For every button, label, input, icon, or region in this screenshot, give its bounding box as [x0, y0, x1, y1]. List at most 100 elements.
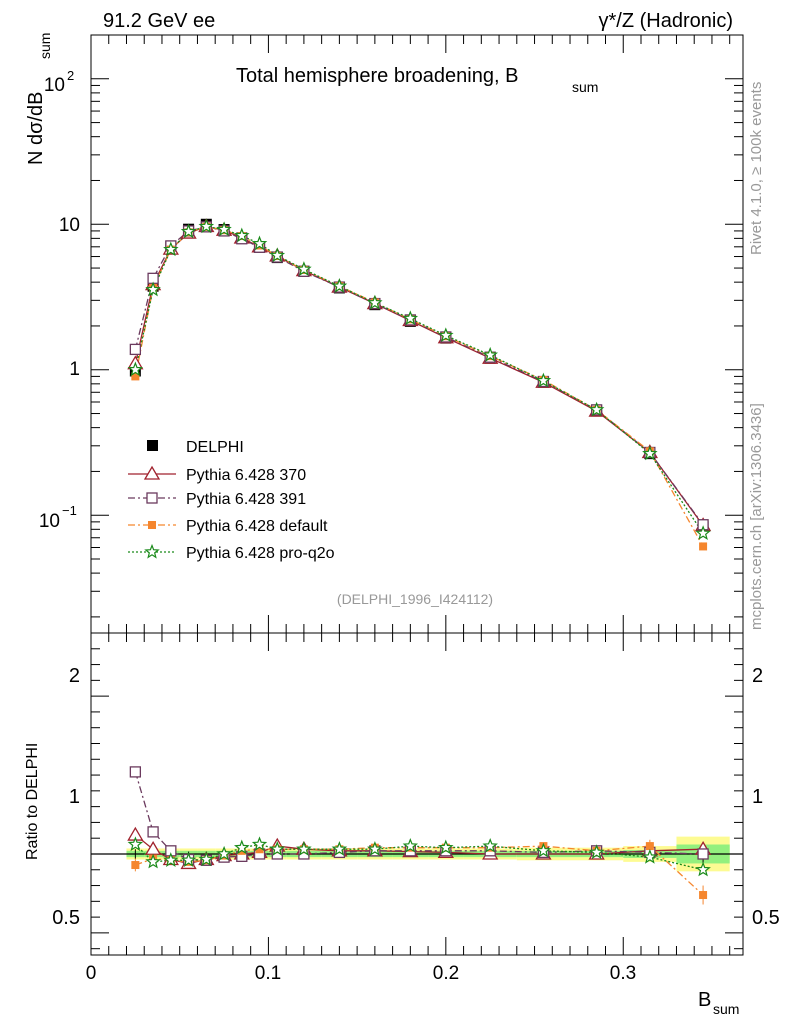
ratio-point-s3-2	[163, 852, 179, 867]
xtick-label-0p1: 0.1	[255, 963, 281, 984]
ytick-label-0p1: 10	[39, 511, 60, 532]
main-point-s4-3	[180, 223, 197, 239]
ratio-point-s3-17	[642, 848, 658, 864]
ratio-series-markers	[127, 766, 712, 900]
ratio-point-s3-13	[437, 839, 454, 855]
ratio-ytick-0p5-right: 0.5	[752, 907, 780, 929]
ratio-point-s2-17	[645, 842, 654, 851]
main-point-s2-0	[129, 343, 142, 356]
main-panel: 1 10 10 2 10 −1 N dσ/dB sum Total hemisp…	[25, 33, 744, 634]
main-point-s4-1	[145, 281, 161, 297]
main-point-s4-2	[163, 241, 179, 257]
ratio-point-s3-1	[145, 853, 161, 869]
chart-title-sub: sum	[572, 79, 598, 95]
main-point-s4-17	[642, 445, 658, 461]
ratio-point-s3-6	[234, 839, 250, 855]
legend-marker-proq2o	[144, 543, 160, 559]
main-ylabel-text: N dσ/dB	[25, 92, 47, 166]
ratio-point-s3-0	[127, 836, 144, 852]
ratio-point-s3-12	[402, 837, 419, 853]
mcplots-label: mcplots.cern.ch [arXiv:1306.3436]	[748, 403, 765, 630]
ratio-point-s2-18	[699, 891, 708, 900]
main-ylabel: N dσ/dB sum	[25, 33, 53, 165]
main-point-s4-4	[198, 218, 215, 234]
analysis-watermark: (DELPHI_1996_I424112)	[337, 591, 493, 607]
main-point-s3-0	[131, 372, 140, 381]
main-point-s4-6	[234, 227, 250, 243]
ratio-point-s1-0	[129, 766, 142, 778]
ratio-point-s3-5	[216, 845, 232, 861]
ratio-ytick-0p5-left: 0.5	[52, 907, 80, 929]
ratio-frame	[90, 632, 744, 956]
legend-marker-delphi	[147, 440, 158, 451]
legend-entry-370: Pythia 6.428 370	[128, 465, 306, 484]
xtick-label-0: 0	[86, 963, 97, 984]
legend-marker-default	[148, 521, 156, 529]
legend: DELPHI Pythia 6.428 370 Pythia 6.428 391…	[128, 439, 335, 562]
rivet-version-label: Rivet 4.1.0, ≥ 100k events	[748, 82, 765, 255]
main-series-markers	[127, 218, 712, 551]
ratio-point-s3-7	[251, 836, 268, 852]
main-point-s4-13	[437, 327, 454, 343]
ratio-point-s2-7	[255, 845, 264, 854]
main-point-s4-8	[269, 247, 286, 263]
ratio-line-series-1	[134, 771, 704, 861]
ytick-label-10: 10	[59, 215, 80, 236]
ratio-point-s3-16	[588, 844, 605, 860]
chart-title: Total hemisphere broadening, B	[236, 65, 518, 87]
main-point-s4-14	[482, 346, 499, 362]
ratio-panel: 2 1 0.5 2 1 0.5 Ratio to DELPHI 0 0.1 0.…	[24, 632, 780, 1017]
legend-entry-delphi: DELPHI	[147, 439, 244, 456]
main-point-s4-9	[296, 261, 312, 276]
legend-entry-391: Pythia 6.428 391	[128, 491, 306, 508]
main-ylabel-sub: sum	[37, 33, 53, 59]
main-point-s4-18	[695, 525, 711, 540]
main-point-s4-10	[331, 278, 348, 293]
main-axis-ticks	[90, 34, 743, 633]
ratio-point-s3-10	[331, 841, 348, 856]
ratio-point-s3-14	[482, 837, 498, 853]
xlabel: B	[698, 989, 711, 1011]
main-point-s4-12	[402, 310, 419, 326]
ratio-point-s1-1	[147, 826, 159, 838]
ytick-label-100-exp: 2	[67, 68, 74, 83]
legend-marker-370	[143, 465, 161, 480]
ratio-point-s3-4	[198, 851, 215, 867]
ratio-point-s3-18	[695, 861, 711, 877]
legend-marker-391	[146, 492, 158, 504]
legend-entry-proq2o: Pythia 6.428 pro-q2o	[128, 543, 335, 562]
ytick-label-100: 10	[44, 75, 65, 96]
ratio-series-lines	[134, 771, 704, 905]
main-point-s4-16	[588, 401, 605, 417]
ratio-point-s2-0	[131, 861, 140, 870]
ratio-ylabel: Ratio to DELPHI	[24, 743, 41, 860]
main-point-s4-15	[535, 372, 552, 388]
legend-label-default: Pythia 6.428 default	[186, 518, 328, 535]
legend-label-proq2o: Pythia 6.428 pro-q2o	[186, 545, 335, 562]
main-point-s4-5	[216, 221, 232, 237]
ratio-point-s3-15	[535, 842, 552, 858]
main-point-s4-11	[367, 294, 383, 310]
legend-label-370: Pythia 6.428 370	[186, 467, 306, 484]
main-point-s4-0	[127, 361, 144, 377]
process-label: γ*/Z (Hadronic)	[599, 10, 733, 32]
ratio-ytick-2-left: 2	[69, 665, 80, 687]
main-frame	[90, 34, 744, 634]
main-line-series-4	[134, 225, 704, 534]
legend-label-391: Pythia 6.428 391	[186, 491, 306, 508]
ytick-label-0p1-exp: −1	[62, 503, 77, 518]
ratio-axis-ticks	[90, 633, 743, 955]
ytick-label-1: 1	[69, 359, 80, 380]
ratio-point-s3-9	[296, 840, 312, 856]
ratio-point-s3-8	[269, 841, 286, 856]
legend-label-delphi: DELPHI	[186, 439, 244, 456]
ratio-point-s3-11	[367, 841, 383, 856]
xtick-label-0p2: 0.2	[433, 963, 459, 984]
ratio-ytick-2-right: 2	[752, 665, 763, 687]
ratio-ytick-1-left: 1	[69, 786, 80, 808]
ratio-ytick-1-right: 1	[752, 786, 763, 808]
legend-entry-default: Pythia 6.428 default	[128, 518, 328, 535]
energy-label: 91.2 GeV ee	[103, 10, 215, 32]
ratio-point-s3-3	[180, 852, 197, 867]
